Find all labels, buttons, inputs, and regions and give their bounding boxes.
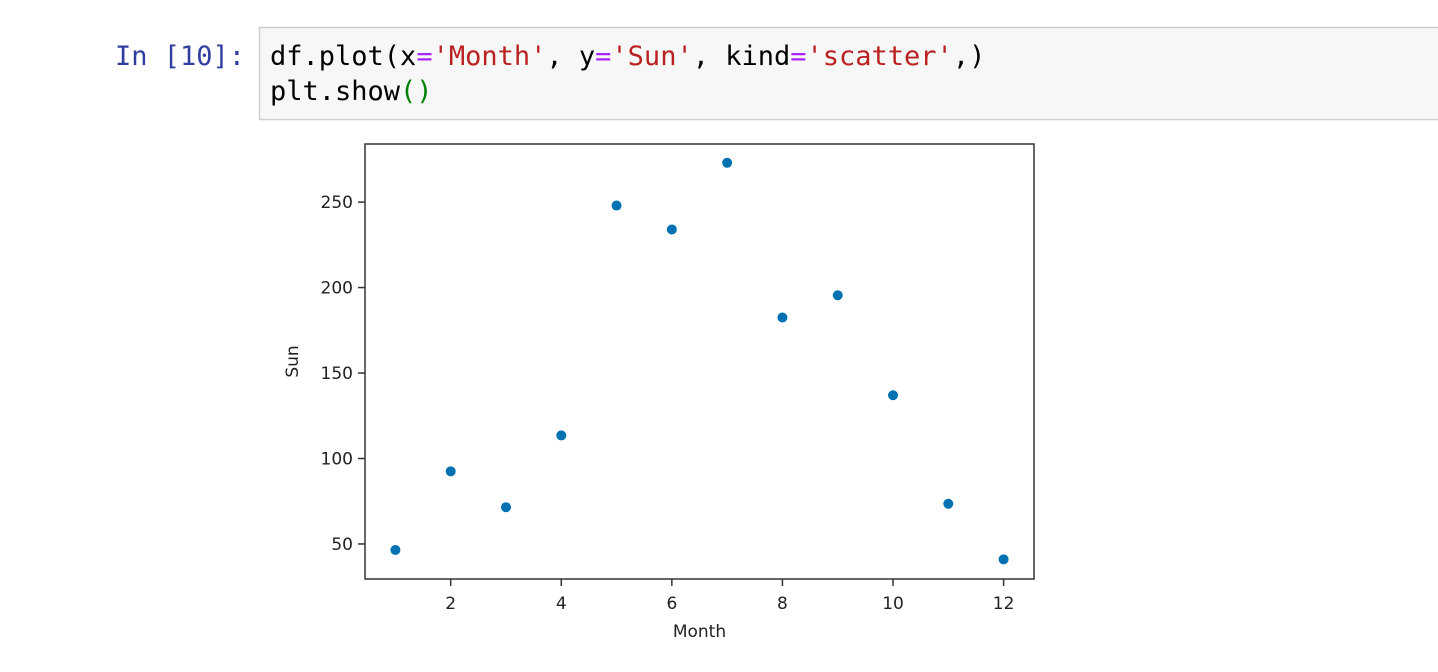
scatter-point (611, 200, 622, 211)
y-tick-label: 250 (321, 193, 353, 213)
code-line: plt.show() (270, 76, 433, 107)
code-token: , y (546, 41, 595, 72)
scatter-point (998, 554, 1009, 565)
scatter-point (832, 290, 843, 301)
y-tick-label: 100 (321, 449, 353, 469)
code-token: plt.show (270, 76, 401, 107)
x-tick-label: 6 (666, 594, 677, 614)
code-token: = (416, 41, 432, 72)
scatter-point (666, 224, 677, 235)
x-tick-label: 8 (777, 594, 788, 614)
code-token: 'scatter' (807, 41, 953, 72)
x-tick-label: 10 (882, 594, 904, 614)
scatter-point (722, 157, 733, 168)
x-tick-label: 4 (556, 594, 567, 614)
y-tick-label: 50 (331, 535, 353, 555)
code-token: = (790, 41, 806, 72)
code-token: = (595, 41, 611, 72)
code-token: 'Month' (433, 41, 547, 72)
scatter-point (445, 466, 456, 477)
x-tick-label: 12 (993, 594, 1015, 614)
y-tick-label: 150 (321, 364, 353, 384)
plot-frame (364, 143, 1035, 580)
scatter-point (888, 390, 899, 401)
y-axis-label: Sun (283, 345, 303, 377)
code-token: () (400, 76, 433, 107)
x-axis-label: Month (673, 622, 726, 642)
x-tick-label: 2 (445, 594, 456, 614)
code-token: 'Sun' (611, 41, 692, 72)
code-token: , kind (693, 41, 791, 72)
chart: 2 4 6 8 10 12 50 100 150 200 250 Month Sun (283, 143, 1035, 642)
code-editor: df.plot(x='Month', y='Sun', kind='scatte… (270, 41, 985, 107)
code-token: df.plot(x (270, 41, 416, 72)
code-token: ,) (953, 41, 986, 72)
scatter-point (777, 312, 788, 323)
code-line: df.plot(x='Month', y='Sun', kind='scatte… (270, 41, 985, 72)
code-cell[interactable] (258, 26, 1438, 121)
scatter-point (500, 502, 511, 513)
scatter-point (390, 544, 401, 555)
y-tick-label: 200 (321, 279, 353, 299)
cell-prompt: In [10]: (115, 41, 245, 72)
scatter-point (556, 430, 567, 441)
scatter-point (943, 498, 954, 509)
